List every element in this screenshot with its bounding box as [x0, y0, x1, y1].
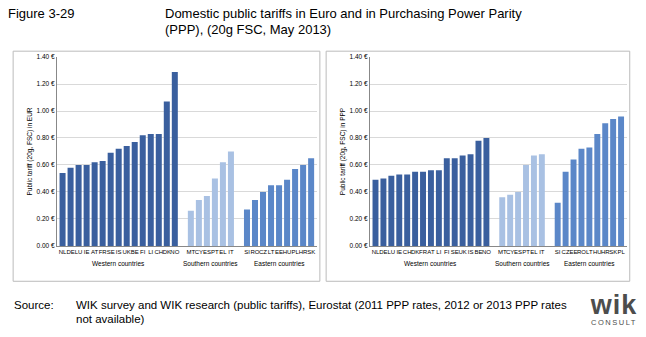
svg-text:ES: ES [514, 249, 522, 255]
svg-text:UK: UK [123, 249, 131, 255]
svg-text:Southern countries: Southern countries [183, 260, 238, 267]
svg-text:LU: LU [388, 249, 396, 255]
svg-text:NL: NL [372, 249, 380, 255]
svg-text:CH: CH [403, 249, 412, 255]
svg-text:1.00 €: 1.00 € [37, 107, 55, 114]
svg-text:NO: NO [482, 249, 491, 255]
svg-text:HU: HU [593, 249, 602, 255]
svg-text:RO: RO [251, 249, 260, 255]
svg-text:Western countries: Western countries [404, 260, 457, 267]
svg-text:LT: LT [586, 249, 593, 255]
svg-text:SE: SE [107, 249, 115, 255]
svg-text:PT: PT [211, 249, 219, 255]
svg-text:RO: RO [577, 249, 586, 255]
svg-text:0.20 €: 0.20 € [350, 215, 368, 222]
svg-text:NL: NL [59, 249, 67, 255]
svg-text:CY: CY [506, 249, 514, 255]
svg-text:1.40 €: 1.40 € [37, 53, 55, 60]
svg-text:EE: EE [275, 249, 283, 255]
html-text:(PPP), (20g FSC, May 2013): (PPP), (20g FSC, May 2013) [165, 22, 332, 37]
svg-text:ES: ES [203, 249, 211, 255]
svg-text:0.40 €: 0.40 € [350, 188, 368, 195]
svg-text:FI: FI [444, 249, 450, 255]
html-text:wik: wik [590, 290, 638, 320]
svg-text:DK: DK [163, 249, 171, 255]
svg-text:LI: LI [436, 249, 441, 255]
svg-text:CZ: CZ [562, 249, 570, 255]
svg-text:Public tariff (20g, FSC) in EU: Public tariff (20g, FSC) in EUR [26, 107, 34, 195]
svg-text:AT: AT [91, 249, 99, 255]
svg-text:0.80 €: 0.80 € [350, 134, 368, 141]
svg-text:SE: SE [451, 249, 459, 255]
svg-text:1.20 €: 1.20 € [350, 80, 368, 87]
svg-text:BE: BE [474, 249, 482, 255]
svg-text:CZ: CZ [259, 249, 267, 255]
svg-text:AT: AT [427, 249, 435, 255]
html-text:Domestic public tariffs in Eur: Domestic public tariffs in Euro and in P… [165, 6, 522, 21]
svg-text:IT: IT [228, 249, 234, 255]
svg-text:1.40 €: 1.40 € [350, 53, 368, 60]
svg-text:0.60 €: 0.60 € [37, 161, 55, 168]
svg-text:UK: UK [458, 249, 466, 255]
svg-text:DE: DE [379, 249, 387, 255]
svg-text:IT: IT [539, 249, 545, 255]
svg-text:EE: EE [570, 249, 578, 255]
svg-text:IE: IE [396, 249, 402, 255]
svg-text:0.80 €: 0.80 € [37, 134, 55, 141]
svg-text:IS: IS [116, 249, 122, 255]
svg-text:0.40 €: 0.40 € [37, 188, 55, 195]
svg-text:PL: PL [617, 249, 625, 255]
svg-text:SI: SI [555, 249, 561, 255]
svg-text:NO: NO [170, 249, 179, 255]
svg-text:FR: FR [419, 249, 428, 255]
svg-text:Eastern countries: Eastern countries [254, 260, 305, 267]
svg-text:CY: CY [195, 249, 203, 255]
svg-text:0.20 €: 0.20 € [37, 215, 55, 222]
svg-text:Western countries: Western countries [92, 260, 145, 267]
svg-text:0.00 €: 0.00 € [350, 242, 368, 249]
svg-text:1.00 €: 1.00 € [350, 107, 368, 114]
svg-text:BE: BE [131, 249, 139, 255]
svg-text:SK: SK [609, 249, 617, 255]
svg-text:EL: EL [219, 249, 227, 255]
html-text:CONSULT: CONSULT [591, 318, 637, 327]
svg-text:DK: DK [411, 249, 419, 255]
svg-text:SI: SI [244, 249, 250, 255]
svg-text:Southern countries: Southern countries [495, 260, 550, 267]
svg-text:CH: CH [154, 249, 163, 255]
svg-text:PT: PT [522, 249, 530, 255]
html-text:WIK survey and WIK research (p: WIK survey and WIK research (public tari… [76, 299, 567, 325]
svg-text:DE: DE [66, 249, 74, 255]
svg-text:PL: PL [291, 249, 299, 255]
svg-text:EL: EL [530, 249, 538, 255]
html-text:Source:: Source: [14, 299, 54, 311]
svg-text:HR: HR [299, 249, 308, 255]
svg-text:FI: FI [140, 249, 146, 255]
svg-text:LU: LU [75, 249, 83, 255]
svg-text:HR: HR [601, 249, 610, 255]
svg-text:LT: LT [268, 249, 275, 255]
svg-text:FR: FR [99, 249, 108, 255]
svg-text:SK: SK [307, 249, 315, 255]
svg-text:HU: HU [283, 249, 292, 255]
svg-text:0.60 €: 0.60 € [350, 161, 368, 168]
svg-text:Public tariff (20g, FSC) in PP: Public tariff (20g, FSC) in PPP [339, 108, 347, 195]
svg-text:IS: IS [468, 249, 474, 255]
svg-text:0.00 €: 0.00 € [37, 242, 55, 249]
html-text:Figure 3-29: Figure 3-29 [8, 6, 75, 21]
svg-text:Eastern countries: Eastern countries [564, 260, 615, 267]
svg-text:IE: IE [84, 249, 90, 255]
svg-text:LI: LI [148, 249, 153, 255]
svg-text:1.20 €: 1.20 € [37, 80, 55, 87]
svg-text:MT: MT [187, 249, 196, 255]
svg-text:MT: MT [498, 249, 507, 255]
